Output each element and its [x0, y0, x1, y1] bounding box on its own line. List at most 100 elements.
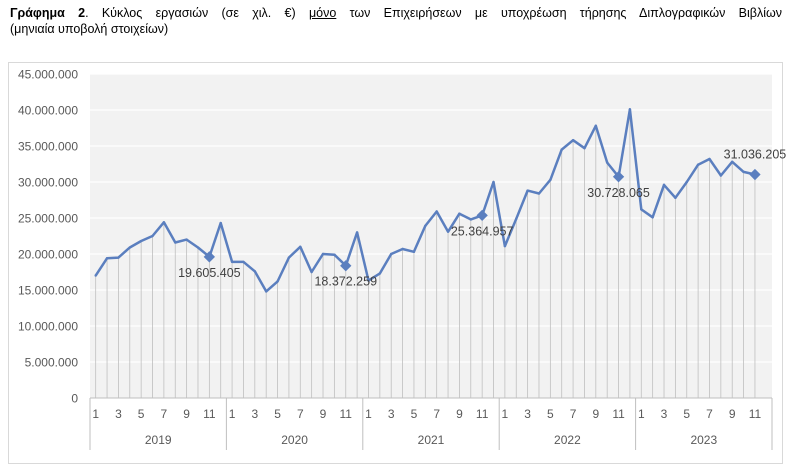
data-label-marker	[340, 260, 352, 272]
data-point	[549, 178, 552, 182]
data-point	[458, 212, 461, 215]
data-point	[333, 253, 336, 256]
data-point	[469, 218, 472, 221]
data-point	[651, 216, 654, 219]
y-tick-label: 45.000.000	[18, 68, 78, 82]
data-point	[390, 252, 393, 256]
data-label: 30.728.065	[587, 186, 650, 200]
x-tick-label: 11	[749, 407, 762, 421]
data-point	[731, 160, 734, 164]
data-point	[594, 124, 598, 128]
data-point	[708, 157, 711, 161]
x-year-label: 2022	[554, 433, 581, 447]
data-point	[412, 250, 416, 254]
y-tick-label: 15.000.000	[18, 284, 78, 298]
data-point	[355, 231, 359, 234]
data-point	[696, 163, 700, 166]
y-tick-label: 35.000.000	[18, 140, 78, 154]
x-tick-label: 3	[388, 407, 395, 421]
caption-text-after: των Επιχειρήσεων με υποχρέωση τήρησης Δι…	[336, 6, 782, 20]
data-point	[139, 239, 143, 243]
data-point	[515, 217, 518, 220]
data-point	[367, 279, 370, 282]
data-point	[196, 246, 200, 249]
data-point	[424, 224, 427, 228]
x-tick-label: 1	[92, 407, 99, 421]
y-tick-label: 40.000.000	[18, 104, 78, 118]
data-point	[435, 210, 438, 213]
data-point	[242, 260, 245, 264]
x-tick-label: 3	[115, 407, 122, 421]
data-point	[605, 161, 609, 164]
data-point	[287, 256, 291, 259]
x-tick-label: 11	[340, 407, 353, 421]
data-point	[446, 230, 450, 233]
y-tick-label: 30.000.000	[18, 176, 78, 190]
x-tick-label: 11	[476, 407, 489, 421]
x-tick-label: 7	[433, 407, 440, 421]
plot-area: 0 5.000.000 10.000.000 15.000.000 20.000.000…	[18, 68, 787, 450]
caption-text-before: Κύκλος εργασιών (σε χιλ. €)	[101, 6, 309, 20]
data-point	[560, 148, 563, 151]
plot-background	[90, 74, 772, 398]
data-label-marker	[476, 209, 488, 222]
data-label: 19.605.405	[178, 266, 241, 280]
x-tick-label: 5	[683, 407, 690, 421]
caption-line-2: (μηνιαία υποβολή στοιχείων)	[10, 22, 169, 36]
x-tick-label: 5	[547, 407, 554, 421]
x-tick-label: 1	[365, 407, 372, 421]
data-point	[571, 139, 575, 142]
x-tick-label: 1	[502, 407, 509, 421]
x-tick-label: 5	[138, 407, 145, 421]
data-point	[503, 244, 507, 248]
data-label: 18.372.259	[314, 275, 377, 289]
data-point	[401, 247, 404, 251]
data-label: 25.364.957	[451, 224, 514, 238]
data-point	[628, 108, 632, 111]
data-point	[174, 241, 177, 244]
x-tick-label: 7	[570, 407, 577, 421]
data-point	[185, 238, 188, 241]
x-year-label: 2020	[281, 433, 308, 447]
data-point	[299, 245, 302, 248]
x-tick-label: 1	[229, 407, 236, 421]
data-point	[219, 221, 222, 225]
data-point	[253, 270, 257, 273]
data-point	[105, 257, 109, 260]
x-tick-label: 9	[729, 407, 736, 421]
x-tick-label: 9	[456, 407, 463, 421]
x-tick-label: 1	[638, 407, 645, 421]
data-point	[640, 208, 643, 211]
data-point	[151, 234, 154, 238]
x-tick-label: 3	[661, 407, 668, 421]
data-point	[94, 274, 97, 277]
caption-underlined: μόνο	[308, 6, 337, 20]
data-point	[742, 170, 745, 174]
data-point	[583, 146, 586, 150]
y-tick-label: 10.000.000	[18, 320, 78, 334]
data-label: 31.036.205	[724, 148, 787, 162]
x-tick-label: 3	[251, 407, 258, 421]
data-point	[378, 272, 382, 275]
y-tick-label: 5.000.000	[25, 356, 79, 370]
x-year-label: 2023	[690, 433, 717, 447]
data-point	[662, 183, 666, 187]
x-year-label: 2019	[145, 433, 172, 447]
y-tick-label: 0	[71, 392, 78, 406]
caption-sep: .	[85, 6, 102, 20]
data-label-marker	[612, 171, 625, 183]
data-point	[264, 290, 268, 293]
x-tick-label: 11	[203, 407, 216, 421]
x-tick-label: 5	[411, 407, 418, 421]
data-point	[719, 174, 723, 177]
data-point	[537, 192, 541, 195]
data-point	[117, 256, 120, 259]
x-year-label: 2021	[418, 433, 445, 447]
data-point	[162, 221, 166, 224]
x-tick-label: 5	[274, 407, 281, 421]
data-point	[674, 196, 677, 200]
data-point	[310, 270, 313, 274]
data-point	[321, 252, 325, 256]
data-point	[685, 180, 688, 184]
